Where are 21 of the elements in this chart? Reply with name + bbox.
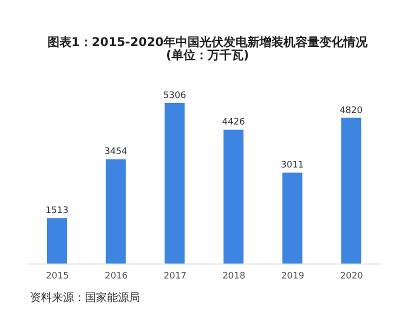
x-tick-label: 2017 <box>164 271 187 282</box>
chart-title: 图表1：2015-2020年中国光伏发电新增装机容量变化情况 <box>46 35 369 49</box>
data-label: 5306 <box>163 91 186 102</box>
bar <box>341 118 362 264</box>
data-label: 1513 <box>46 206 68 216</box>
x-tick-label: 2016 <box>104 271 128 282</box>
bar <box>224 130 244 264</box>
bar <box>282 172 302 264</box>
data-label: 4820 <box>340 106 363 116</box>
x-tick-label: 2019 <box>281 271 304 282</box>
x-tick-label: 2015 <box>46 271 69 282</box>
data-label: 4426 <box>222 118 246 128</box>
bar <box>106 159 126 264</box>
x-tick-label: 2020 <box>340 271 364 282</box>
bar <box>164 103 185 264</box>
text: 资料来源：国家能源局 <box>30 290 140 305</box>
chart-subtitle: (单位：万千瓦) <box>165 48 250 62</box>
x-tick-label: 2018 <box>222 271 246 282</box>
data-label: 3011 <box>280 160 304 171</box>
bar <box>47 218 67 264</box>
data-label: 3454 <box>104 147 128 158</box>
